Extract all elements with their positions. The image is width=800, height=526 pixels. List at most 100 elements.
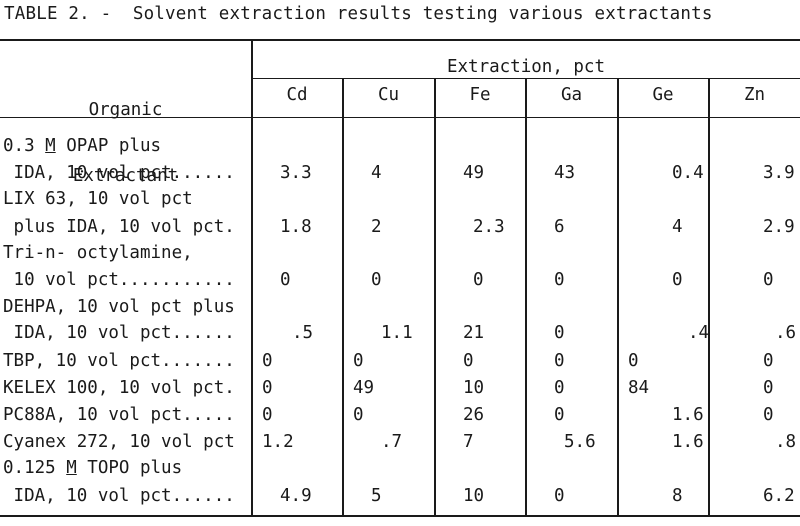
value-cell-cd: 0 <box>262 378 273 398</box>
value-cell-fe: 0 <box>473 270 484 290</box>
extractant-line1: DEHPA, 10 vol pct plus <box>3 296 235 318</box>
value-cell-cu: 0 <box>371 270 382 290</box>
value-cell-cd: 0 <box>262 351 273 371</box>
header-bottom-rule <box>0 117 800 118</box>
value-cell-ge: 84 <box>628 378 650 398</box>
extractant-line2: IDA, 10 vol pct...... <box>3 323 235 343</box>
extractant-line2: 10 vol pct........... <box>3 270 235 290</box>
value-cell-ga: 0 <box>554 323 565 343</box>
value-cell-zn: .6 <box>775 323 797 343</box>
value-cell-cu: 2 <box>371 217 382 237</box>
value-cell-ge: 0 <box>628 351 639 371</box>
column-divider <box>617 78 619 516</box>
value-cell-ga: 43 <box>554 163 576 183</box>
column-divider <box>708 78 710 516</box>
value-cell-ga: 6 <box>554 217 565 237</box>
value-cell-cd: .5 <box>292 323 314 343</box>
organic-header: Organic Extractant <box>0 55 251 209</box>
value-cell-cu: .7 <box>381 432 403 452</box>
extractant-line2: IDA, 10 vol pct...... <box>3 486 235 506</box>
extraction-group-header: Extraction, pct <box>446 57 606 77</box>
column-divider <box>342 78 344 516</box>
column-divider <box>434 78 436 516</box>
value-cell-fe: 2.3 <box>473 217 505 237</box>
organic-header-line1: Organic <box>88 100 163 120</box>
molarity-symbol: M <box>66 458 77 478</box>
value-cell-cd: 0 <box>262 405 273 425</box>
extractant-line1: 0.125 M TOPO plus <box>3 457 182 479</box>
value-cell-fe: 26 <box>463 405 485 425</box>
value-cell-zn: 0 <box>763 378 774 398</box>
extractant-text: PC88A, 10 vol pct..... <box>3 405 235 425</box>
extractant-text: DEHPA, 10 vol pct plus <box>3 297 235 317</box>
bottom-rule <box>0 515 800 517</box>
value-cell-cd: 1.2 <box>262 432 294 452</box>
column-divider <box>251 40 253 516</box>
column-header-fe: Fe <box>469 85 491 105</box>
value-cell-ga: 0 <box>554 351 565 371</box>
extractant-line1: PC88A, 10 vol pct..... <box>3 404 235 426</box>
molarity-symbol: M <box>45 136 56 156</box>
value-cell-cd: 3.3 <box>280 163 312 183</box>
column-header-cd: Cd <box>286 85 308 105</box>
value-cell-cd: 0 <box>280 270 291 290</box>
value-cell-fe: 0 <box>463 351 474 371</box>
value-cell-cu: 0 <box>353 351 364 371</box>
value-cell-ge: .4 <box>688 323 710 343</box>
table-title: TABLE 2. - Solvent extraction results te… <box>4 4 713 24</box>
value-cell-ge: 1.6 <box>672 405 704 425</box>
value-cell-cd: 4.9 <box>280 486 312 506</box>
extractant-text: TOPO plus <box>76 458 183 478</box>
column-header-cu: Cu <box>377 85 400 105</box>
extractant-text: TBP, 10 vol pct....... <box>3 351 235 371</box>
value-cell-cu: 1.1 <box>381 323 413 343</box>
extractant-text: OPAP plus <box>55 136 162 156</box>
value-cell-fe: 7 <box>463 432 474 452</box>
column-header-zn: Zn <box>743 85 766 105</box>
value-cell-ge: 8 <box>672 486 683 506</box>
value-cell-zn: 0 <box>763 270 774 290</box>
extractant-line2: IDA, 10 vol pct...... <box>3 163 235 183</box>
column-divider <box>525 78 527 516</box>
value-cell-zn: 0 <box>763 351 774 371</box>
value-cell-fe: 10 <box>463 486 485 506</box>
extractant-line1: KELEX 100, 10 vol pct. <box>3 377 235 399</box>
value-cell-ga: 0 <box>554 486 565 506</box>
value-cell-zn: 2.9 <box>763 217 795 237</box>
value-cell-ga: 0 <box>554 270 565 290</box>
extractant-line2: plus IDA, 10 vol pct. <box>3 217 235 237</box>
value-cell-cu: 4 <box>371 163 382 183</box>
value-cell-fe: 10 <box>463 378 485 398</box>
value-cell-zn: 0 <box>763 405 774 425</box>
column-header-ga: Ga <box>560 85 583 105</box>
extractant-text: Tri-n- octylamine, <box>3 243 193 263</box>
extractant-text: KELEX 100, 10 vol pct. <box>3 378 235 398</box>
value-cell-ge: 0 <box>672 270 683 290</box>
value-cell-zn: 6.2 <box>763 486 795 506</box>
extractant-line1: LIX 63, 10 vol pct <box>3 188 193 210</box>
value-cell-cu: 5 <box>371 486 382 506</box>
value-cell-zn: .8 <box>775 432 797 452</box>
extractant-text: Cyanex 272, 10 vol pct <box>3 432 235 452</box>
extractant-line1: TBP, 10 vol pct....... <box>3 350 235 372</box>
value-cell-ge: 0.4 <box>672 163 704 183</box>
value-cell-zn: 3.9 <box>763 163 795 183</box>
extractant-line1: Cyanex 272, 10 vol pct <box>3 431 235 453</box>
extractant-line1: Tri-n- octylamine, <box>3 242 193 264</box>
value-cell-cd: 1.8 <box>280 217 312 237</box>
value-cell-ge: 4 <box>672 217 683 237</box>
top-rule <box>0 39 800 41</box>
value-cell-cu: 49 <box>353 378 375 398</box>
value-cell-ga: 0 <box>554 405 565 425</box>
value-cell-ga: 5.6 <box>564 432 596 452</box>
value-cell-ge: 1.6 <box>672 432 704 452</box>
extractant-text: LIX 63, 10 vol pct <box>3 189 193 209</box>
extractant-text: 0.125 <box>3 458 67 478</box>
value-cell-fe: 49 <box>463 163 485 183</box>
column-header-ge: Ge <box>652 85 674 105</box>
extractant-text: 0.3 <box>3 136 46 156</box>
value-cell-ga: 0 <box>554 378 565 398</box>
value-cell-cu: 0 <box>353 405 364 425</box>
organic-header-line2: Extractant <box>72 166 179 186</box>
value-cell-fe: 21 <box>463 323 485 343</box>
